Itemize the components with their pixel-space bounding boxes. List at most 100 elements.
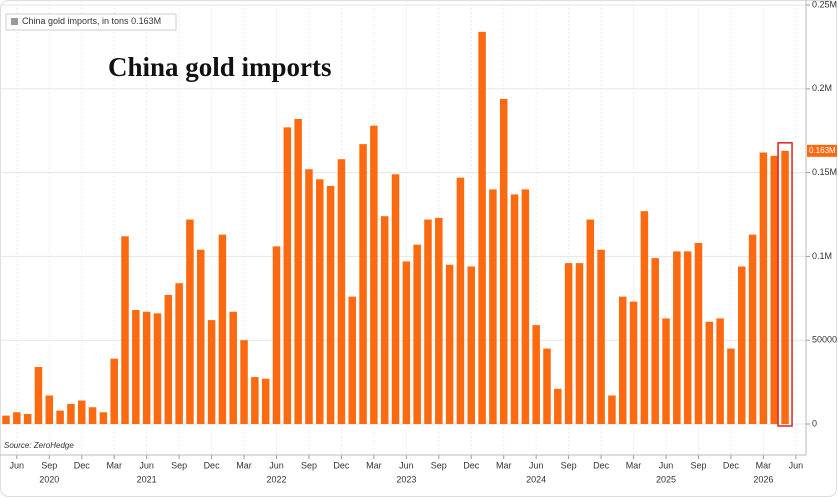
x-tick-label: Jun bbox=[139, 460, 154, 470]
bar bbox=[489, 189, 497, 424]
x-group-label: 2025 bbox=[656, 474, 676, 484]
y-tick-label: 0.2M bbox=[812, 83, 832, 93]
bar bbox=[770, 155, 778, 424]
x-tick-label: Jun bbox=[399, 460, 414, 470]
x-tick-label: Mar bbox=[496, 460, 512, 470]
bar bbox=[121, 236, 129, 424]
x-tick-label: Sep bbox=[41, 460, 57, 470]
x-tick-label: Jun bbox=[269, 460, 284, 470]
bar bbox=[575, 263, 584, 424]
bar bbox=[164, 294, 173, 424]
x-tick-label: Dec bbox=[723, 460, 740, 470]
bar bbox=[88, 407, 97, 424]
x-tick-label: Mar bbox=[756, 460, 772, 470]
bar bbox=[597, 249, 605, 424]
legend-swatch bbox=[11, 18, 18, 25]
bar bbox=[13, 412, 21, 424]
bar bbox=[478, 31, 486, 424]
bar bbox=[326, 186, 335, 424]
bar bbox=[716, 318, 724, 424]
legend-value: 0.163M bbox=[131, 16, 161, 26]
bar bbox=[142, 311, 151, 424]
y-tick-label: 0.1M bbox=[812, 251, 832, 261]
bar bbox=[175, 283, 183, 424]
x-tick-label: Dec bbox=[74, 460, 91, 470]
x-tick-label: Jun bbox=[659, 460, 674, 470]
bar bbox=[662, 318, 670, 424]
bar bbox=[305, 169, 313, 424]
bar bbox=[316, 179, 324, 424]
x-tick-label: Sep bbox=[431, 460, 447, 470]
y-tick-label: 0.15M bbox=[812, 167, 837, 177]
bar bbox=[618, 296, 627, 424]
bar bbox=[467, 266, 476, 424]
x-group-label: 2020 bbox=[39, 474, 59, 484]
bar bbox=[510, 194, 519, 424]
legend-name: China gold imports, in tons bbox=[22, 16, 129, 26]
bar bbox=[738, 266, 746, 424]
source: Source: ZeroHedge bbox=[4, 441, 74, 450]
x-tick-label: Dec bbox=[593, 460, 610, 470]
bar bbox=[67, 403, 75, 424]
bar bbox=[651, 258, 659, 424]
bar bbox=[727, 348, 735, 424]
bar bbox=[2, 415, 10, 424]
bar bbox=[283, 127, 292, 424]
bar bbox=[683, 251, 692, 424]
bar bbox=[402, 261, 411, 424]
bar bbox=[694, 243, 703, 424]
bar bbox=[554, 388, 562, 424]
bar bbox=[759, 152, 768, 424]
bar bbox=[261, 378, 270, 424]
bar bbox=[532, 325, 540, 424]
bar bbox=[456, 177, 465, 424]
y-tick-label: 0 bbox=[812, 418, 817, 428]
bar bbox=[370, 125, 378, 424]
bar bbox=[391, 174, 400, 424]
bar bbox=[240, 340, 248, 424]
bar bbox=[218, 234, 227, 424]
bar bbox=[110, 358, 118, 424]
bar bbox=[564, 263, 573, 424]
chart-title: China gold imports bbox=[108, 52, 332, 82]
x-tick-label: Mar bbox=[626, 460, 642, 470]
plot: 0 50000 0.1M 0.15M 0.2M 0.25M Jun Sep 2020 Dec Mar… bbox=[0, 0, 837, 484]
x-tick-label: Dec bbox=[333, 460, 350, 470]
bar bbox=[207, 320, 216, 424]
bar bbox=[77, 400, 86, 424]
bar bbox=[435, 217, 443, 424]
bar bbox=[99, 412, 108, 424]
bar bbox=[132, 310, 140, 424]
x-tick-label: Sep bbox=[171, 460, 187, 470]
x-tick-label: Dec bbox=[204, 460, 221, 470]
x-tick-label: Mar bbox=[236, 460, 252, 470]
x-group-label: 2023 bbox=[396, 474, 416, 484]
y-tick-label: 0.25M bbox=[812, 0, 837, 9]
bar bbox=[629, 301, 638, 424]
bar bbox=[348, 296, 356, 424]
bar bbox=[705, 321, 714, 424]
x-tick-label: Sep bbox=[301, 460, 317, 470]
bar bbox=[272, 246, 281, 424]
bar bbox=[34, 367, 43, 424]
x-group-label: 2024 bbox=[526, 474, 546, 484]
x-tick-label: Mar bbox=[366, 460, 382, 470]
legend bbox=[5, 13, 177, 31]
bar bbox=[380, 216, 389, 424]
bar bbox=[197, 249, 205, 424]
bar bbox=[521, 189, 530, 424]
bar bbox=[153, 313, 162, 424]
bar bbox=[229, 311, 237, 424]
bar bbox=[445, 264, 454, 424]
bar bbox=[45, 395, 54, 424]
highlight-box bbox=[777, 142, 793, 427]
x-group-label: 2021 bbox=[137, 474, 157, 484]
bar bbox=[424, 219, 432, 424]
x-group-label: 2022 bbox=[266, 474, 286, 484]
bar bbox=[543, 348, 551, 424]
bar bbox=[56, 410, 64, 424]
bar bbox=[586, 219, 595, 424]
legend-label: China gold imports, in tons 0.163M bbox=[22, 16, 161, 26]
